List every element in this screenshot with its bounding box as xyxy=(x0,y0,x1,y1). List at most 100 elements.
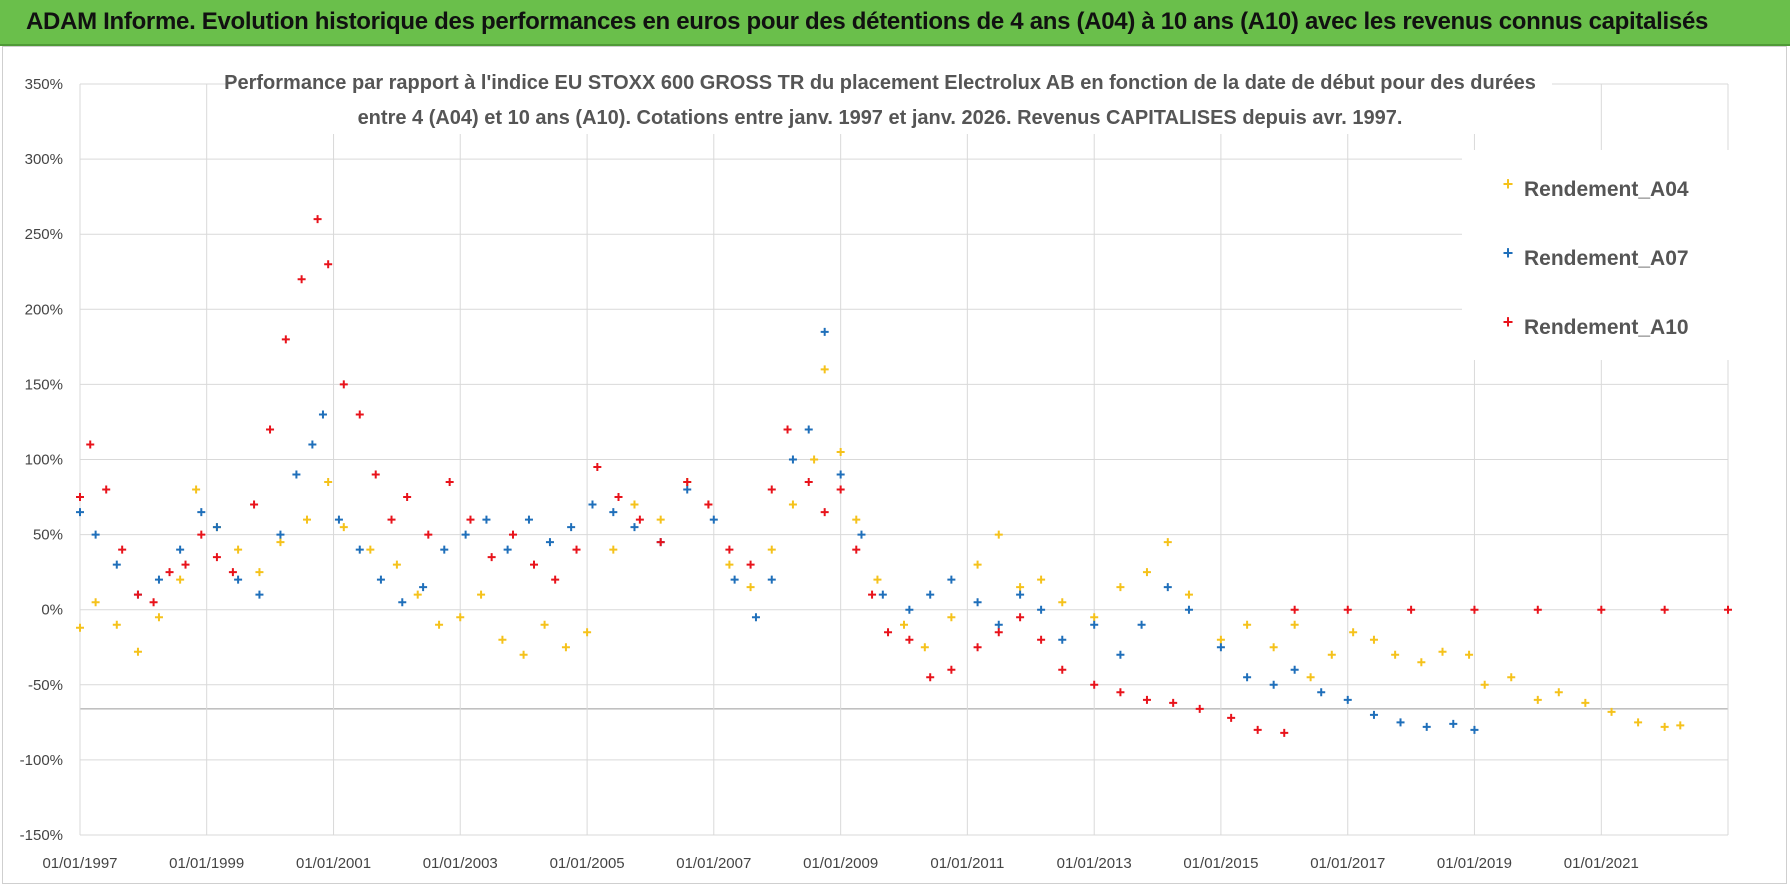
data-point xyxy=(1195,704,1204,713)
y-tick-label: -100% xyxy=(20,752,63,769)
data-point xyxy=(413,590,422,599)
data-point xyxy=(905,635,914,644)
data-point xyxy=(767,545,776,554)
data-point xyxy=(1058,635,1067,644)
data-point xyxy=(276,538,285,547)
legend-background xyxy=(1462,150,1730,360)
series-a10 xyxy=(76,215,1732,737)
data-point xyxy=(820,508,829,517)
legend-marker-a07: + xyxy=(1503,243,1514,263)
data-point xyxy=(810,455,819,464)
data-point xyxy=(149,598,158,607)
x-tick-label: 01/01/2001 xyxy=(296,855,371,872)
subtitle-background xyxy=(232,68,1552,134)
data-point xyxy=(1391,650,1400,659)
data-point xyxy=(308,440,317,449)
data-point xyxy=(588,500,597,509)
x-tick-label: 01/01/2003 xyxy=(423,855,498,872)
data-point xyxy=(1116,650,1125,659)
data-point xyxy=(1016,613,1025,622)
y-tick-label: 300% xyxy=(25,151,63,168)
data-point xyxy=(1137,620,1146,629)
data-point xyxy=(519,650,528,659)
chart-subtitle-line-1: Performance par rapport à l'indice EU ST… xyxy=(224,72,1536,94)
data-point xyxy=(529,560,538,569)
x-tick-label: 01/01/1997 xyxy=(42,855,117,872)
data-point xyxy=(154,613,163,622)
data-point xyxy=(973,643,982,652)
data-point xyxy=(302,515,311,524)
data-point xyxy=(324,260,333,269)
data-point xyxy=(1343,605,1352,614)
data-point xyxy=(392,560,401,569)
data-point xyxy=(376,575,385,584)
data-point xyxy=(1184,590,1193,599)
data-point xyxy=(387,515,396,524)
data-point xyxy=(1090,613,1099,622)
data-point xyxy=(1290,605,1299,614)
data-point xyxy=(461,530,470,539)
data-point xyxy=(445,478,454,487)
data-point xyxy=(1169,698,1178,707)
data-point xyxy=(1634,718,1643,727)
data-point xyxy=(165,568,174,577)
data-point xyxy=(197,530,206,539)
data-point xyxy=(614,493,623,502)
data-point xyxy=(1343,695,1352,704)
data-point xyxy=(424,530,433,539)
data-point xyxy=(994,530,1003,539)
data-point xyxy=(366,545,375,554)
data-point xyxy=(1184,605,1193,614)
data-point xyxy=(487,553,496,562)
data-point xyxy=(873,575,882,584)
data-point xyxy=(730,575,739,584)
y-axis-ticks: 350% 300% 250% 200% 150% 100% 50% 0% -50% -100% -1… xyxy=(20,76,63,844)
data-point xyxy=(593,463,602,472)
data-point xyxy=(1243,673,1252,682)
data-point xyxy=(656,538,665,547)
data-point xyxy=(197,508,206,517)
data-point xyxy=(994,620,1003,629)
data-point xyxy=(355,545,364,554)
data-point xyxy=(551,575,560,584)
y-tick-label: 0% xyxy=(41,602,63,619)
data-point xyxy=(1369,710,1378,719)
data-point xyxy=(746,560,755,569)
data-point xyxy=(1090,620,1099,629)
data-point xyxy=(1349,628,1358,637)
data-point xyxy=(1280,728,1289,737)
data-point xyxy=(1306,673,1315,682)
data-point xyxy=(545,538,554,547)
y-tick-label: -50% xyxy=(28,677,63,694)
data-point xyxy=(1581,698,1590,707)
data-point xyxy=(334,515,343,524)
data-point xyxy=(76,623,84,632)
data-point xyxy=(1660,605,1669,614)
data-point xyxy=(767,575,776,584)
data-points xyxy=(76,215,1732,737)
data-point xyxy=(324,478,333,487)
data-point xyxy=(1227,713,1236,722)
data-point xyxy=(905,605,914,614)
data-point xyxy=(725,560,734,569)
legend-label-a10: Rendement_A10 xyxy=(1524,316,1689,339)
data-point xyxy=(1607,707,1616,716)
grid-lines xyxy=(79,83,1729,836)
x-tick-label: 01/01/1999 xyxy=(169,855,244,872)
data-point xyxy=(456,613,465,622)
legend-marker-a04: + xyxy=(1503,174,1514,194)
data-point xyxy=(255,568,264,577)
data-point xyxy=(994,628,1003,637)
x-tick-label: 01/01/2009 xyxy=(803,855,878,872)
data-point xyxy=(884,628,893,637)
data-point xyxy=(572,545,581,554)
data-point xyxy=(788,455,797,464)
y-tick-label: 350% xyxy=(25,76,63,93)
data-point xyxy=(751,613,760,622)
data-point xyxy=(297,275,306,284)
data-point xyxy=(583,628,592,637)
data-point xyxy=(1417,658,1426,667)
data-point xyxy=(1470,725,1479,734)
legend: + Rendement_A04 + Rendement_A07 + Rendem… xyxy=(1462,150,1730,360)
